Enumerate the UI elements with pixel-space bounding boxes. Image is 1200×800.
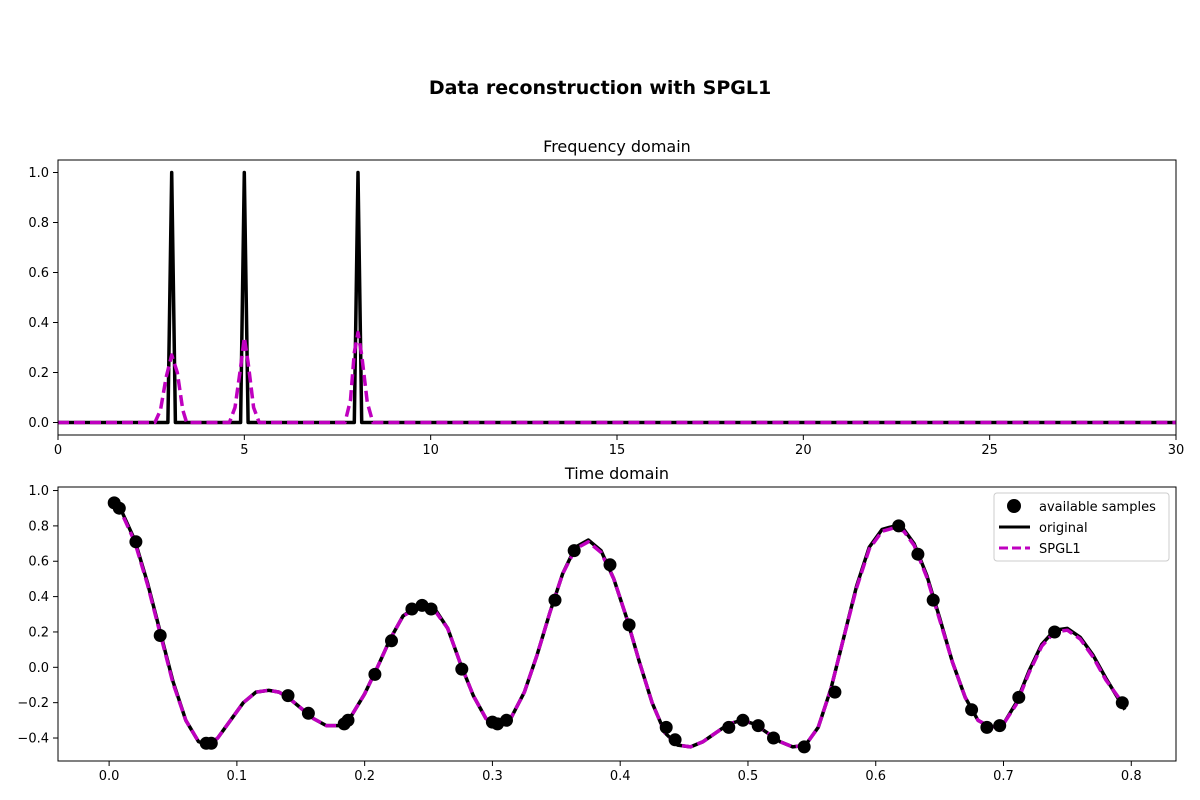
sample-point	[622, 618, 636, 632]
x-tick-label: 0	[54, 443, 62, 458]
x-tick-label: 0.1	[227, 769, 248, 784]
sample-point	[112, 501, 126, 515]
x-tick-label: 0.7	[993, 769, 1014, 784]
sample-point	[368, 667, 382, 681]
sample-point	[1012, 690, 1026, 704]
x-tick-label: 5	[240, 443, 248, 458]
frequency-domain-axes: Frequency domain 0 5 10 15 20 25 30 0.00.20.40…	[28, 137, 1184, 458]
x-tick-label: 20	[795, 443, 812, 458]
time-domain-title: Time domain	[564, 464, 669, 483]
y-tick-label: −0.4	[17, 732, 49, 747]
x-tick-label: 15	[609, 443, 626, 458]
frequency-domain-frame	[57, 159, 1177, 436]
sample-point	[668, 733, 682, 747]
frequency-series-spgl1	[58, 330, 1176, 425]
x-tick-label: 30	[1168, 443, 1185, 458]
sample-point	[828, 685, 842, 699]
sample-point	[722, 720, 736, 734]
sample-point	[767, 731, 780, 745]
x-tick-label: 0.4	[610, 769, 631, 784]
sample-point	[1115, 696, 1129, 710]
frequency-domain-title: Frequency domain	[543, 137, 691, 156]
time-domain-series	[107, 496, 1129, 754]
sample-point	[659, 720, 673, 734]
y-tick-label: 0.8	[28, 216, 49, 231]
frequency-domain-x-ticks: 0 5 10 15 20 25 30	[54, 435, 1184, 458]
figure-title: Data reconstruction with SPGL1	[429, 77, 771, 99]
sample-point	[281, 689, 295, 703]
y-tick-label: 0.0	[28, 416, 49, 431]
y-tick-label: 0.6	[28, 266, 49, 281]
frequency-series-original	[58, 170, 1176, 425]
x-tick-label: 0.3	[482, 769, 503, 784]
legend-label-original: original	[1039, 521, 1088, 536]
y-tick-label: 0.2	[28, 625, 49, 640]
sample-point	[204, 736, 218, 750]
x-tick-label: 0.0	[99, 769, 120, 784]
y-tick-label: 0.8	[28, 519, 49, 534]
sample-point	[993, 719, 1007, 733]
x-tick-label: 0.8	[1121, 769, 1142, 784]
legend: available samples original SPGL1	[993, 492, 1170, 562]
sample-point	[405, 602, 419, 616]
frequency-domain-series	[58, 170, 1176, 425]
sample-point	[424, 602, 438, 616]
sample-point	[751, 719, 765, 733]
legend-label-samples: available samples	[1039, 500, 1156, 515]
sample-point	[341, 713, 355, 727]
sample-point	[548, 593, 562, 607]
sample-point	[736, 713, 750, 727]
time-domain-x-ticks: 0.0 0.1 0.2 0.3 0.4 0.5 0.6 0.7 0.8	[99, 761, 1142, 784]
x-tick-label: 25	[981, 443, 998, 458]
time-domain-y-ticks: −0.4 −0.2 0.0 0.2 0.4 0.6 0.8 1.0	[17, 484, 58, 747]
y-tick-label: −0.2	[17, 696, 49, 711]
y-tick-label: 0.4	[28, 590, 49, 605]
y-tick-label: 0.6	[28, 555, 49, 570]
y-tick-label: 0.0	[28, 661, 49, 676]
x-tick-label: 0.6	[865, 769, 886, 784]
sample-point	[301, 706, 315, 720]
y-tick-label: 0.2	[28, 366, 49, 381]
time-domain-frame	[57, 486, 1177, 762]
legend-label-spgl1: SPGL1	[1039, 542, 1081, 557]
sample-point	[965, 703, 979, 717]
sample-point	[980, 720, 994, 734]
sample-point	[892, 519, 906, 533]
sample-point	[926, 593, 940, 607]
sample-point	[385, 634, 398, 648]
sample-point	[797, 740, 811, 754]
sample-point	[129, 535, 143, 549]
sample-point	[500, 713, 513, 727]
frequency-domain-y-ticks: 0.0 0.2 0.4 0.6 0.8 1.0	[28, 166, 58, 431]
time-domain-axes: Time domain 0.0 0.1 0.2 0.3 0.4 0.5 0.6 0.7 0.8 …	[17, 464, 1177, 784]
y-tick-label: 0.4	[28, 316, 49, 331]
sample-point	[153, 629, 167, 642]
x-tick-label: 10	[422, 443, 439, 458]
sample-point	[603, 558, 617, 572]
sample-point	[455, 662, 469, 676]
sample-point	[1048, 625, 1062, 639]
legend-box	[993, 492, 1170, 562]
sample-point	[911, 547, 925, 561]
sample-point	[567, 544, 581, 558]
x-tick-label: 0.5	[738, 769, 759, 784]
legend-marker-samples	[1007, 499, 1021, 513]
x-tick-label: 0.2	[354, 769, 375, 784]
y-tick-label: 1.0	[28, 166, 49, 181]
y-tick-label: 1.0	[28, 484, 49, 499]
